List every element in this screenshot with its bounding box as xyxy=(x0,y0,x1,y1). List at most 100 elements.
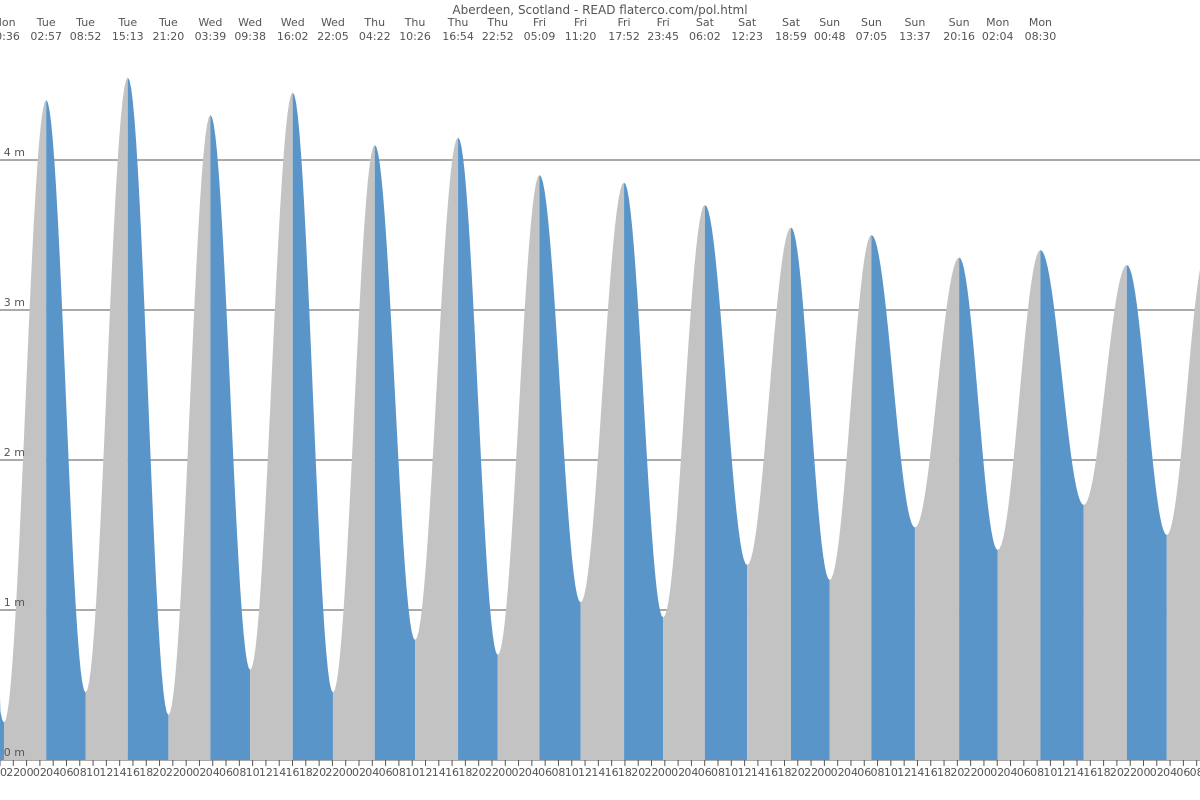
tide-chart: 0 m1 m2 m3 m4 m Mon20:36Tue02:57Tue08:52… xyxy=(0,0,1200,800)
hour-label: 16 xyxy=(605,766,619,779)
hour-label: 12 xyxy=(418,766,432,779)
extrema-day-label: Wed xyxy=(198,16,222,29)
hour-label: 12 xyxy=(1057,766,1071,779)
extrema-time-label: 02:57 xyxy=(30,30,62,43)
extrema-time-label: 18:59 xyxy=(775,30,807,43)
hour-label: 00 xyxy=(20,766,34,779)
hour-label: 20 xyxy=(153,766,167,779)
hour-label: 00 xyxy=(339,766,353,779)
y-axis-label: 1 m xyxy=(4,596,25,609)
hour-label: 04 xyxy=(1004,766,1018,779)
hour-label: 20 xyxy=(950,766,964,779)
hour-label: 06 xyxy=(538,766,552,779)
hour-label: 18 xyxy=(1097,766,1111,779)
hour-label: 12 xyxy=(259,766,273,779)
hour-label: 02 xyxy=(512,766,526,779)
hour-label: 06 xyxy=(857,766,871,779)
hour-label: 14 xyxy=(1070,766,1084,779)
extrema-time-label: 15:13 xyxy=(112,30,144,43)
hour-label: 16 xyxy=(286,766,300,779)
hour-label: 04 xyxy=(525,766,539,779)
hour-label: 16 xyxy=(126,766,140,779)
hour-label: 00 xyxy=(1136,766,1150,779)
hour-label: 06 xyxy=(219,766,233,779)
hour-label: 08 xyxy=(232,766,246,779)
chart-title: Aberdeen, Scotland - READ flaterco.com/p… xyxy=(452,3,747,17)
extrema-day-label: Sun xyxy=(904,16,925,29)
hour-label: 16 xyxy=(924,766,938,779)
hour-label: 02 xyxy=(1150,766,1164,779)
hour-label: 14 xyxy=(591,766,605,779)
hour-label: 02 xyxy=(671,766,685,779)
hour-label: 20 xyxy=(1110,766,1124,779)
hour-label: 02 xyxy=(831,766,845,779)
extrema-time-label: 10:26 xyxy=(399,30,431,43)
hour-label: 00 xyxy=(658,766,672,779)
hour-label: 10 xyxy=(884,766,898,779)
extrema-time-label: 08:52 xyxy=(70,30,102,43)
extrema-time-label: 17:52 xyxy=(608,30,640,43)
extrema-time-label: 23:45 xyxy=(647,30,679,43)
hour-label: 10 xyxy=(405,766,419,779)
hour-label: 08 xyxy=(711,766,725,779)
extrema-day-label: Thu xyxy=(447,16,469,29)
hour-label: 20 xyxy=(631,766,645,779)
extrema-time-label: 22:52 xyxy=(482,30,514,43)
hour-label: 14 xyxy=(113,766,127,779)
extrema-day-label: Fri xyxy=(618,16,631,29)
hour-label: 12 xyxy=(897,766,911,779)
hour-label: 12 xyxy=(578,766,592,779)
hour-label: 04 xyxy=(844,766,858,779)
extrema-day-label: Sat xyxy=(738,16,757,29)
extrema-day-label: Wed xyxy=(321,16,345,29)
hour-label: 22 xyxy=(325,766,339,779)
extrema-time-label: 21:20 xyxy=(153,30,185,43)
hour-label: 22 xyxy=(645,766,659,779)
hour-label: 18 xyxy=(458,766,472,779)
hour-label: 08 xyxy=(871,766,885,779)
extrema-day-label: Wed xyxy=(281,16,305,29)
hour-label: 22 xyxy=(1123,766,1137,779)
extrema-day-label: Thu xyxy=(404,16,426,29)
extrema-time-label: 04:22 xyxy=(359,30,391,43)
hour-label: 08 xyxy=(1030,766,1044,779)
extrema-day-label: Thu xyxy=(486,16,508,29)
extrema-day-label: Sat xyxy=(696,16,715,29)
y-axis-label: 0 m xyxy=(4,746,25,759)
hour-label: 10 xyxy=(246,766,260,779)
extrema-time-label: 05:09 xyxy=(524,30,556,43)
hour-label: 08 xyxy=(551,766,565,779)
hour-label: 10 xyxy=(1043,766,1057,779)
hour-label: 02 xyxy=(352,766,366,779)
y-axis-label: 3 m xyxy=(4,296,25,309)
hour-label: 06 xyxy=(1176,766,1190,779)
hour-label: 18 xyxy=(618,766,632,779)
extrema-day-label: Thu xyxy=(363,16,385,29)
hour-label: 04 xyxy=(206,766,220,779)
extrema-time-label: 13:37 xyxy=(899,30,931,43)
extrema-time-label: 20:16 xyxy=(943,30,975,43)
extrema-day-label: Mon xyxy=(986,16,1009,29)
hour-label: 14 xyxy=(751,766,765,779)
hour-label: 14 xyxy=(432,766,446,779)
extrema-time-label: 20:36 xyxy=(0,30,20,43)
hour-label: 18 xyxy=(777,766,791,779)
hour-label: 06 xyxy=(59,766,73,779)
extrema-time-label: 08:30 xyxy=(1025,30,1057,43)
extrema-time-label: 12:23 xyxy=(731,30,763,43)
hour-label: 22 xyxy=(804,766,818,779)
extrema-time-label: 03:39 xyxy=(195,30,227,43)
extrema-day-label: Sun xyxy=(861,16,882,29)
hour-label: 18 xyxy=(937,766,951,779)
extrema-day-label: Tue xyxy=(36,16,56,29)
hour-label: 18 xyxy=(299,766,313,779)
hour-label: 00 xyxy=(498,766,512,779)
extrema-time-label: 22:05 xyxy=(317,30,349,43)
extrema-time-label: 07:05 xyxy=(856,30,888,43)
extrema-day-label: Sat xyxy=(782,16,801,29)
extrema-day-label: Mon xyxy=(1029,16,1052,29)
extrema-day-label: Tue xyxy=(117,16,137,29)
extrema-time-label: 16:02 xyxy=(277,30,309,43)
extrema-day-label: Mon xyxy=(0,16,16,29)
extrema-day-label: Tue xyxy=(158,16,178,29)
